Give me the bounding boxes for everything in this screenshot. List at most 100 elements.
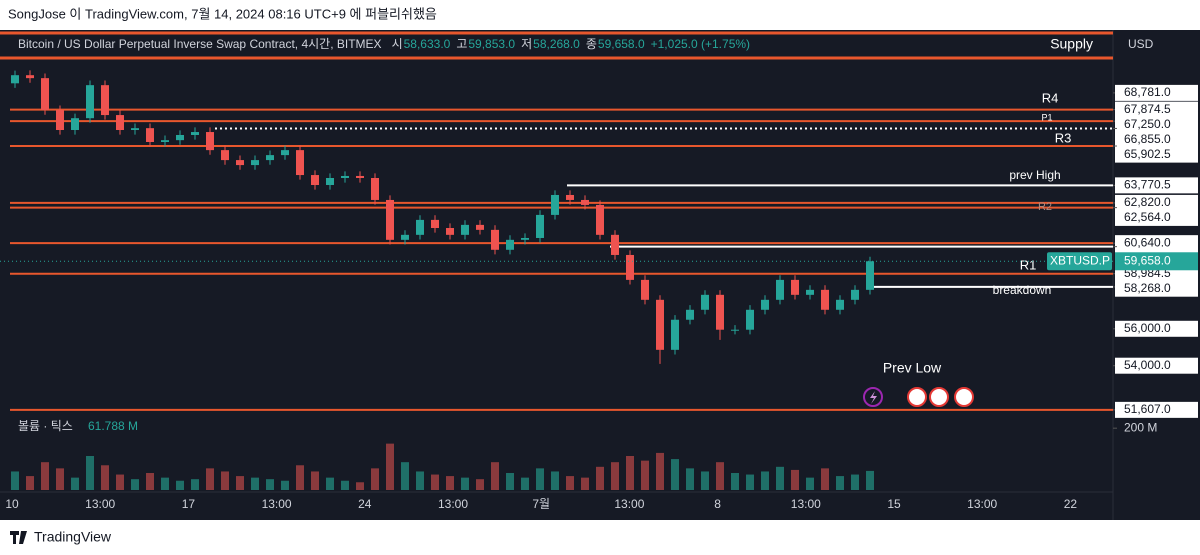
annotation: breakdown [993, 283, 1052, 297]
volume-bar [356, 482, 364, 490]
candle-body [221, 150, 229, 161]
ohlc-value: 58,633.0 [404, 37, 451, 51]
volume-bar [56, 468, 64, 490]
volume-bar [401, 462, 409, 490]
y-tick-label: 62,564.0 [1124, 210, 1171, 224]
volume-bar [266, 479, 274, 490]
volume-title: 볼륨 · 틱스 [18, 419, 73, 433]
y-tick-box [1115, 84, 1198, 101]
candle-body [551, 194, 559, 215]
y-tick-box [1115, 194, 1198, 211]
x-tick-label: 13:00 [438, 497, 468, 511]
annotation: P1 [1041, 112, 1052, 122]
volume-bar [161, 477, 169, 490]
y-tick-box [1115, 235, 1198, 252]
candle-body [566, 194, 574, 200]
volume-bar [221, 471, 229, 490]
candle-body [206, 132, 214, 151]
brand: TradingView [34, 529, 112, 545]
y-tick-box [1115, 280, 1198, 297]
candle-body [446, 228, 454, 235]
volume-bar [206, 468, 214, 490]
candle-body [251, 160, 259, 166]
chart-title: Bitcoin / US Dollar Perpetual Inverse Sw… [18, 37, 382, 51]
volume-bar [251, 477, 259, 490]
candle-body [491, 229, 499, 250]
y-tick-label: 67,250.0 [1124, 117, 1171, 131]
candle-body [161, 140, 169, 143]
chart-background [0, 30, 1200, 520]
volume-bar [146, 473, 154, 490]
y-tick-label: 58,268.0 [1124, 281, 1171, 295]
y-tick-box [1115, 209, 1198, 226]
x-tick-label: 17 [182, 497, 196, 511]
candle-body [86, 85, 94, 119]
volume-bar [11, 471, 19, 490]
ohlc-value: 59,658.0 [598, 37, 645, 51]
candle-body [386, 199, 394, 240]
icon [907, 387, 927, 407]
candle-body [866, 261, 874, 290]
annotation: prev High [1009, 168, 1060, 182]
volume-bar [791, 469, 799, 490]
candle-body [836, 299, 844, 310]
candle-body [311, 175, 319, 186]
volume-bar [851, 474, 859, 490]
annotation: R1 [1020, 257, 1037, 272]
x-tick-label: 13:00 [967, 497, 997, 511]
top-bar [0, 0, 1200, 30]
volume-bar [506, 473, 514, 490]
volume-bar [86, 456, 94, 490]
candle-body [281, 150, 289, 156]
candle-body [326, 177, 334, 186]
last-price-label: 59,658.0 [1124, 253, 1171, 267]
ohlc-value: 58,268.0 [533, 37, 580, 51]
volume-bar [131, 479, 139, 490]
legend: Bitcoin / US Dollar Perpetual Inverse Sw… [18, 37, 750, 51]
candle-body [731, 329, 739, 331]
x-tick-label: 10 [5, 497, 19, 511]
candle-body [266, 155, 274, 161]
candle-body [611, 234, 619, 255]
volume-bar [716, 462, 724, 490]
candle-body [746, 309, 754, 330]
last-price-tag [1115, 252, 1198, 271]
y-tick-label: 51,607.0 [1124, 402, 1171, 416]
y-tick-label: 66,855.0 [1124, 132, 1171, 146]
candle-body [56, 110, 64, 131]
volume-bar [326, 477, 334, 490]
volume-bar [281, 480, 289, 490]
volume-bar [731, 473, 739, 490]
y-tick-box [1115, 101, 1198, 118]
candle-body [656, 299, 664, 350]
volume-bar [446, 476, 454, 490]
volume-bar [866, 470, 874, 490]
candle-body [191, 132, 199, 135]
candle-body [596, 204, 604, 235]
ohlc-label: 종 [586, 37, 597, 51]
candle-body [176, 134, 184, 141]
annotation: R4 [1042, 90, 1059, 105]
volume-bar [776, 466, 784, 490]
volume-bar [296, 465, 304, 490]
x-tick-label: 13:00 [791, 497, 821, 511]
x-tick-label: 22 [1064, 497, 1078, 511]
candle-body [101, 85, 109, 116]
candle-body [461, 224, 469, 235]
volume-bar [461, 477, 469, 490]
icon [870, 391, 877, 404]
candle-body [41, 78, 49, 111]
candle-body [821, 289, 829, 310]
annotation: R2 [1038, 201, 1052, 213]
volume-bar [836, 476, 844, 490]
candle-body [146, 128, 154, 143]
candle-body [851, 289, 859, 300]
candle-body [236, 160, 244, 166]
candle-body [581, 199, 589, 205]
event-icons [863, 387, 974, 407]
ohlc-label: 저 [521, 37, 532, 51]
publisher: SongJose 이 TradingView.com, 7월 14, 2024 … [8, 6, 437, 21]
y-tick-label: 63,770.5 [1124, 178, 1171, 192]
volume-bar [41, 462, 49, 490]
